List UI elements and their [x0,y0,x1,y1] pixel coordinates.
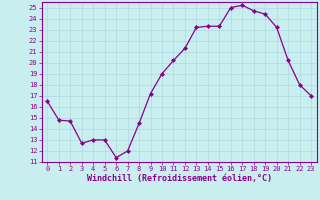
X-axis label: Windchill (Refroidissement éolien,°C): Windchill (Refroidissement éolien,°C) [87,174,272,183]
